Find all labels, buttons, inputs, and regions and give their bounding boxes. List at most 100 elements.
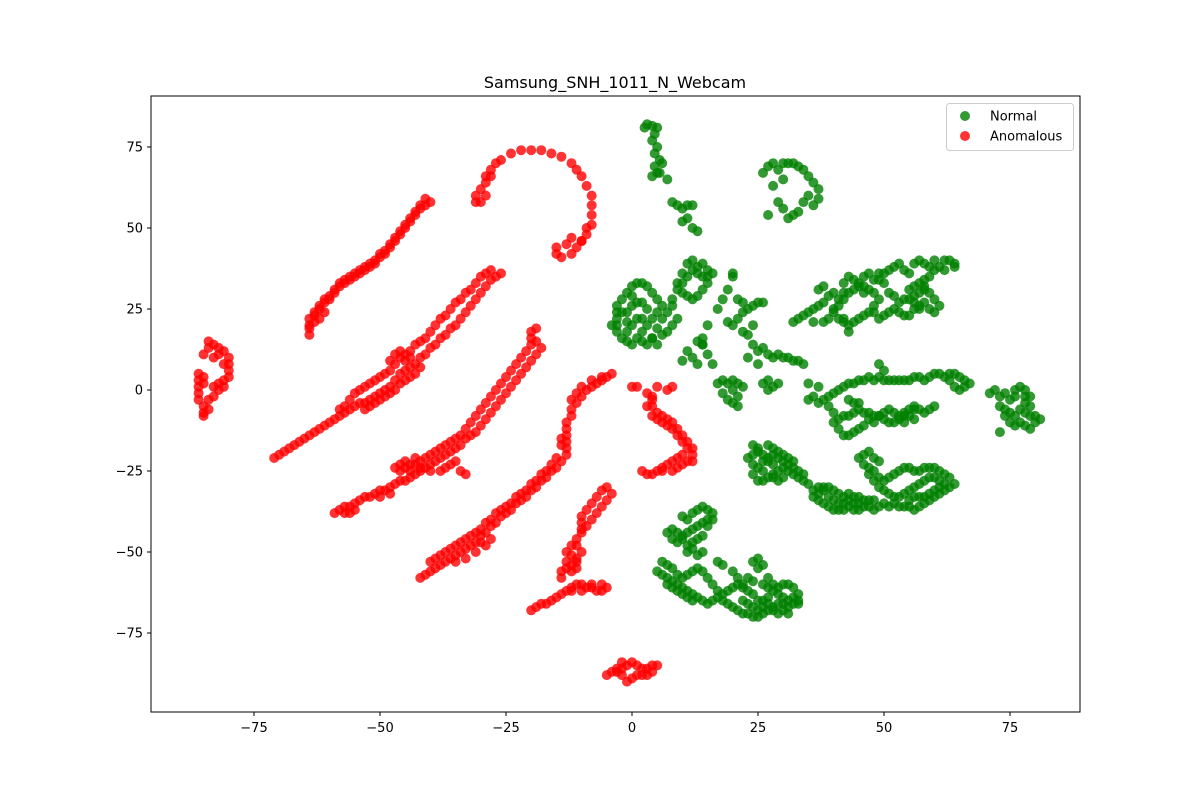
point-normal-287: [788, 317, 799, 327]
point-normal-355: [879, 365, 889, 376]
point-normal-85: [637, 297, 648, 308]
point-anomalous-294: [425, 466, 436, 476]
point-normal-485: [808, 491, 819, 502]
point-normal-87: [632, 333, 642, 344]
point-normal-522: [994, 427, 1005, 438]
point-anomalous-27: [208, 381, 219, 392]
x-axis: −75 −50 −25 0 25 50 75: [240, 712, 1018, 736]
point-normal-637: [717, 560, 728, 570]
point-normal-452: [874, 456, 884, 467]
point-anomalous-198: [586, 200, 597, 211]
point-anomalous-107: [334, 404, 345, 415]
point-anomalous-196: [581, 180, 592, 191]
point-normal-381: [748, 459, 758, 470]
point-normal-633: [748, 576, 758, 587]
point-normal-84: [627, 300, 637, 311]
point-normal-12: [654, 167, 665, 178]
point-normal-149: [798, 359, 809, 370]
point-normal-72: [622, 326, 632, 337]
point-normal-93: [672, 313, 683, 324]
point-normal-326: [838, 313, 849, 324]
point-normal-276: [828, 304, 839, 314]
point-anomalous-383: [425, 556, 436, 567]
point-anomalous-197: [586, 190, 597, 201]
y-tick-label: 25: [126, 303, 143, 318]
point-normal-170: [702, 349, 713, 360]
point-normal-163: [717, 388, 728, 399]
point-normal-177: [803, 378, 814, 389]
point-anomalous-300: [390, 462, 401, 473]
point-anomalous-352: [586, 375, 597, 386]
point-normal-339: [904, 268, 915, 279]
point-anomalous-291: [450, 456, 461, 467]
point-normal-484: [853, 504, 864, 515]
point-normal-399: [748, 440, 758, 451]
point-anomalous-191: [546, 148, 557, 159]
point-normal-497: [868, 495, 879, 506]
point-normal-255: [828, 407, 839, 418]
point-normal-519: [1010, 420, 1020, 431]
series-normal: [606, 119, 1046, 622]
point-anomalous-408: [576, 585, 587, 596]
point-anomalous-480: [667, 381, 678, 392]
point-anomalous-188: [516, 145, 527, 156]
point-normal-158: [737, 381, 748, 392]
point-anomalous-433: [576, 524, 587, 535]
point-anomalous-211: [581, 223, 592, 233]
legend-label-anomalous: Anomalous: [990, 130, 1063, 145]
point-normal-392: [788, 462, 799, 473]
point-anomalous-357: [556, 440, 567, 451]
y-tick-label: 75: [126, 141, 143, 156]
point-anomalous-475: [647, 410, 658, 421]
point-normal-327: [808, 317, 819, 327]
point-anomalous-299: [410, 453, 421, 463]
point-normal-178: [813, 381, 824, 392]
point-normal-161: [732, 401, 743, 412]
point-normal-351: [929, 255, 940, 266]
point-normal-630: [793, 598, 804, 609]
point-anomalous-305: [385, 488, 396, 499]
point-normal-121: [717, 294, 728, 305]
y-tick-label: −25: [116, 465, 143, 480]
point-normal-164: [727, 385, 738, 395]
x-tick-label: 0: [628, 721, 636, 736]
y-tick-label: 0: [135, 384, 143, 399]
point-normal-524: [1020, 391, 1031, 402]
point-normal-108: [677, 287, 688, 298]
point-normal-151: [742, 352, 753, 363]
point-normal-137: [748, 320, 758, 331]
point-anomalous-178: [319, 307, 330, 318]
point-normal-491: [838, 498, 849, 509]
point-normal-324: [914, 304, 925, 314]
point-normal-46: [778, 174, 789, 185]
point-anomalous-209: [566, 232, 577, 243]
point-normal-112: [687, 255, 698, 266]
point-normal-150: [748, 339, 758, 350]
legend-box: [946, 103, 1074, 151]
point-normal-556: [702, 521, 713, 532]
point-anomalous-438: [566, 560, 577, 570]
point-normal-134: [758, 297, 768, 308]
point-anomalous-389: [450, 556, 461, 567]
point-normal-623: [758, 560, 768, 570]
point-anomalous-8: [203, 404, 214, 415]
point-anomalous-407: [586, 579, 597, 590]
point-anomalous-192: [556, 151, 567, 162]
point-normal-527: [1025, 401, 1036, 412]
point-normal-487: [818, 482, 829, 493]
point-anomalous-351: [596, 372, 607, 382]
point-normal-139: [737, 297, 748, 308]
point-normal-22: [692, 226, 703, 237]
point-anomalous-76: [496, 268, 506, 279]
point-normal-23: [677, 216, 688, 227]
point-normal-110: [677, 268, 688, 279]
point-normal-176: [773, 378, 784, 389]
point-normal-318: [884, 287, 894, 298]
point-normal-329: [879, 278, 889, 289]
point-normal-136: [742, 329, 753, 340]
point-anomalous-303: [339, 508, 350, 519]
point-anomalous-186: [496, 155, 506, 165]
point-normal-278: [838, 287, 849, 298]
point-normal-41: [783, 213, 794, 224]
legend: Normal Anomalous: [946, 103, 1074, 151]
